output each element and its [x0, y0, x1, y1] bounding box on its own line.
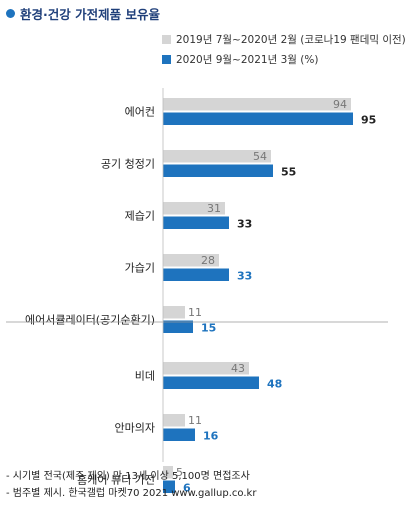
data-label-series1: 5 — [176, 466, 183, 479]
data-label-series2: 55 — [281, 166, 296, 179]
bar-series2 — [163, 480, 175, 493]
category-label: 비데 — [135, 370, 155, 383]
footnote-survey: - 시기별 전국(제주 제외) 만 13세 이상 5,100명 면접조사 — [6, 471, 250, 482]
bar-series1 — [163, 150, 271, 163]
data-label-series2: 33 — [237, 218, 252, 231]
bar-series2 — [163, 428, 195, 441]
category-label: 공기 청정기 — [101, 158, 155, 171]
bar-series2 — [163, 320, 193, 333]
bar-series1 — [163, 414, 185, 427]
data-label-series2: 48 — [267, 378, 282, 391]
data-label-series2: 33 — [237, 270, 252, 283]
data-label-series1: 11 — [188, 306, 202, 319]
legend-label-series2: 2020년 9월~2021년 3월 (%) — [176, 53, 319, 66]
legend-item-series2: 2020년 9월~2021년 3월 (%) — [162, 52, 406, 66]
bar-series2 — [163, 216, 229, 229]
data-label-series1: 11 — [188, 414, 202, 427]
data-label-series1: 94 — [333, 98, 347, 111]
bar-series1 — [163, 466, 173, 479]
category-label: 홈케어 뷰티 가전 — [77, 473, 155, 487]
data-label-series1: 43 — [231, 362, 245, 375]
bar-series2 — [163, 376, 259, 389]
bar-series2 — [163, 268, 229, 281]
bar-series1 — [163, 362, 249, 375]
data-label-series2: 95 — [361, 114, 376, 127]
chart-title-row: 환경·건강 가전제품 보유율 — [6, 4, 160, 22]
category-label: 제습기 — [125, 210, 155, 223]
title-bullet-icon — [6, 8, 15, 18]
legend: 2019년 7월~2020년 2월 (코로나19 팬데믹 이전) 2020년 9… — [162, 32, 406, 72]
legend-swatch-series2 — [162, 54, 171, 64]
footnotes: - 시기별 전국(제주 제외) 만 13세 이상 5,100명 면접조사 - 범… — [6, 468, 256, 502]
bar-series1 — [163, 98, 351, 111]
data-label-series2: 6 — [183, 482, 191, 495]
data-label-series1: 28 — [201, 254, 215, 267]
bar-series2 — [163, 112, 353, 125]
legend-swatch-series1 — [162, 34, 171, 44]
footnote-source: - 범주별 제시. 한국갤럽 마켓70 2021 www.gallup.co.k… — [6, 488, 257, 499]
bar-series1 — [163, 306, 185, 319]
category-label: 가습기 — [125, 262, 155, 275]
data-label-series2: 16 — [203, 430, 219, 443]
bar-series2 — [163, 164, 273, 177]
bar-series1 — [163, 202, 225, 215]
bar-series1 — [163, 254, 219, 267]
data-label-series2: 15 — [201, 322, 216, 335]
legend-item-series1: 2019년 7월~2020년 2월 (코로나19 팬데믹 이전) — [162, 32, 406, 46]
legend-label-series1: 2019년 7월~2020년 2월 (코로나19 팬데믹 이전) — [176, 33, 406, 46]
category-label: 안마의자 — [115, 422, 155, 435]
category-label: 에어컨 — [125, 106, 155, 119]
chart-title: 환경·건강 가전제품 보유율 — [20, 6, 160, 22]
data-label-series1: 54 — [253, 150, 267, 163]
category-label: 에어서큘레이터(공기순환기) — [25, 314, 155, 327]
data-label-series1: 31 — [207, 202, 221, 215]
